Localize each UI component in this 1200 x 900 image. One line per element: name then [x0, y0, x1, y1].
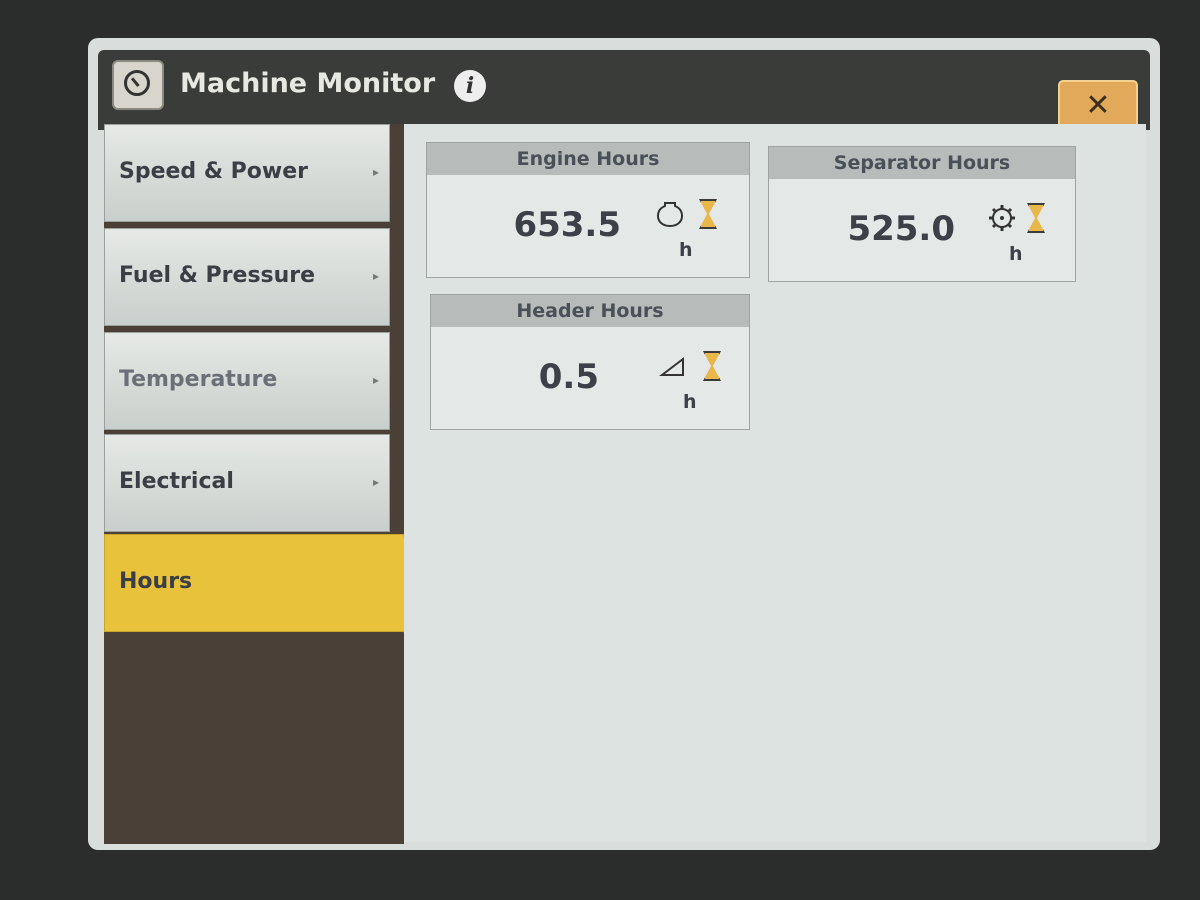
engine-hours-value: 653.5: [513, 205, 621, 245]
sidebar-item-label: Temperature: [119, 367, 278, 392]
unit-label: h: [1009, 243, 1023, 265]
info-icon[interactable]: i: [454, 70, 486, 102]
sidebar-item-label: Fuel & Pressure: [119, 263, 316, 288]
card-title: Header Hours: [431, 295, 749, 327]
hourglass-icon: [1027, 203, 1045, 233]
chevron-right-icon: ▸: [372, 373, 379, 387]
display-screen: Machine Monitor i ✕ Speed & Power ▸ Fuel…: [88, 38, 1160, 850]
sidebar-item-label: Speed & Power: [119, 159, 309, 184]
engine-hours-card: Engine Hours 653.5 h: [426, 142, 750, 278]
unit-label: h: [683, 391, 697, 413]
sidebar-item-temperature[interactable]: Temperature ▸: [104, 332, 390, 430]
title-bar: Machine Monitor i ✕: [98, 50, 1150, 132]
header-hours-card: Header Hours 0.5 h: [430, 294, 750, 430]
header-icon: [659, 356, 684, 376]
card-title: Separator Hours: [769, 147, 1075, 179]
sidebar-item-label: Electrical: [119, 469, 234, 494]
sidebar-item-fuel-pressure[interactable]: Fuel & Pressure ▸: [104, 228, 390, 326]
hourglass-icon: [703, 351, 721, 381]
gauge-icon: [112, 60, 164, 110]
sidebar-item-speed-power[interactable]: Speed & Power ▸: [104, 124, 390, 222]
sidebar: Speed & Power ▸ Fuel & Pressure ▸ Temper…: [104, 124, 417, 844]
page-title: Machine Monitor: [180, 68, 436, 99]
chevron-right-icon: ▸: [372, 475, 379, 489]
chevron-right-icon: ▸: [372, 269, 379, 283]
separator-hours-value: 525.0: [847, 209, 955, 249]
close-button[interactable]: ✕: [1058, 80, 1138, 132]
sidebar-item-label: Hours: [119, 569, 193, 594]
separator-gear-icon: [989, 205, 1015, 231]
unit-label: h: [679, 239, 693, 261]
sidebar-item-electrical[interactable]: Electrical ▸: [104, 434, 390, 532]
sidebar-item-hours[interactable]: Hours: [104, 534, 417, 633]
card-title: Engine Hours: [427, 143, 749, 175]
hourglass-icon: [699, 199, 717, 229]
hours-panel: Engine Hours 653.5 h Separator Hours 525…: [404, 124, 1146, 842]
separator-hours-card: Separator Hours 525.0 h: [768, 146, 1076, 282]
header-hours-value: 0.5: [538, 357, 599, 397]
engine-icon: [656, 202, 684, 228]
chevron-right-icon: ▸: [372, 165, 379, 179]
